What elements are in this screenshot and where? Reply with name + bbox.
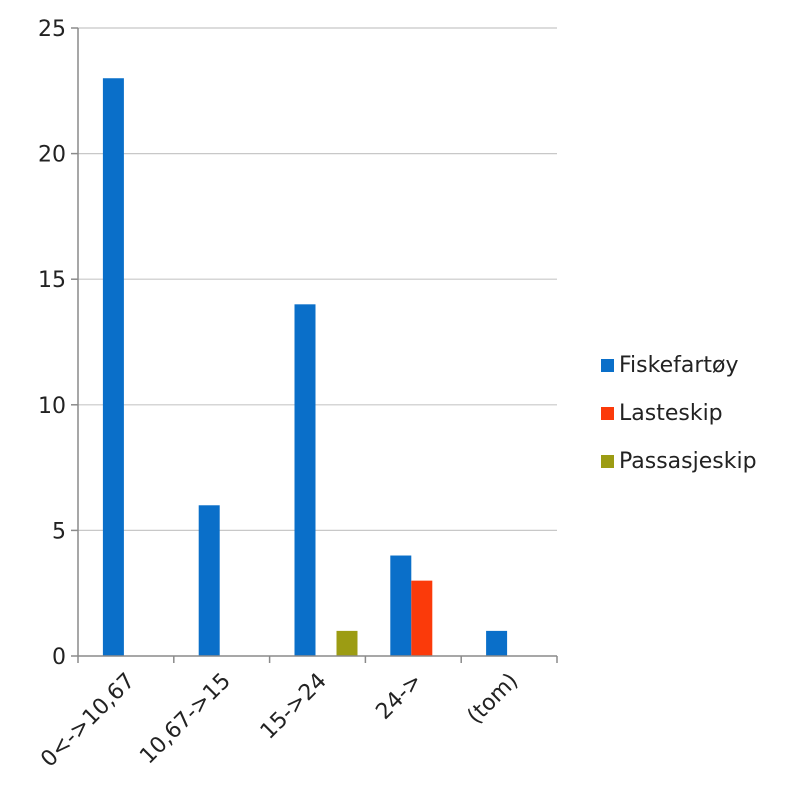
- bar-fiskefart-y-0: [102, 78, 124, 657]
- y-tick-label: 15: [38, 268, 66, 293]
- x-tick-label: 24->: [371, 669, 427, 725]
- legend: Fiskefartøy Lasteskip Passasjeskip: [601, 353, 757, 474]
- legend-label: Passasjeskip: [619, 449, 757, 474]
- x-tick-label: 15->24: [256, 669, 332, 745]
- y-tick-label: 25: [38, 17, 66, 42]
- bars: [102, 78, 508, 657]
- legend-swatch: [601, 455, 614, 468]
- bar-fiskefart-y-1: [198, 505, 220, 656]
- bar-passasjeskip-2: [336, 630, 358, 656]
- axes: [77, 28, 557, 657]
- gridlines: [71, 27, 558, 663]
- y-tick-labels: 0 5 10 15 20 25: [38, 17, 66, 670]
- legend-swatch: [601, 359, 614, 372]
- bar-fiskefart-y-4: [486, 630, 508, 656]
- legend-label: Lasteskip: [619, 401, 723, 426]
- legend-label: Fiskefartøy: [619, 353, 739, 378]
- x-tick-label: (tom): [463, 669, 524, 730]
- bar-fiskefart-y-3: [390, 555, 412, 656]
- x-tick-label: 10,67->15: [135, 669, 236, 770]
- bar-lasteskip-3: [411, 580, 433, 656]
- bar-fiskefart-y-2: [294, 304, 316, 656]
- x-tick-label: 0<->10,67: [36, 669, 140, 773]
- legend-swatch: [601, 407, 614, 420]
- y-tick-label: 20: [38, 143, 66, 168]
- y-tick-label: 0: [52, 645, 66, 670]
- y-tick-label: 10: [38, 394, 66, 419]
- y-tick-label: 5: [52, 519, 66, 544]
